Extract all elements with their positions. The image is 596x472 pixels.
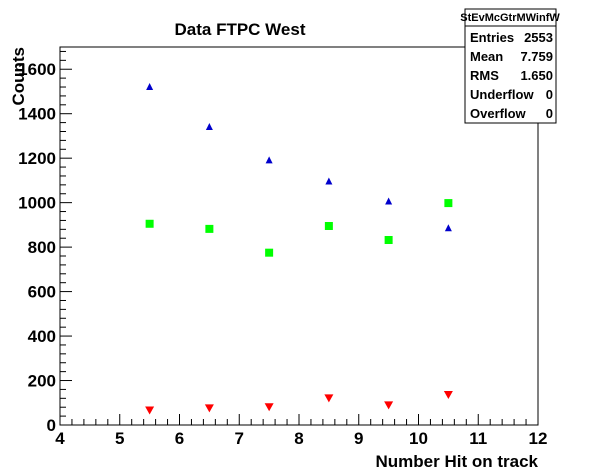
data-point-triangle-down (204, 404, 214, 413)
y-tick-label: 1400 (18, 105, 56, 124)
x-axis-title: Number Hit on track (376, 452, 539, 471)
data-point-triangle-down (324, 394, 334, 403)
y-tick-label: 1000 (18, 194, 56, 213)
x-axis: 4 5 6 7 8 9 10 11 12 (55, 414, 547, 448)
chart-title: Data FTPC West (175, 20, 306, 39)
data-point-triangle-down (145, 406, 155, 415)
data-markers (145, 83, 453, 415)
y-tick-label: 600 (28, 283, 56, 302)
data-point-triangle-up (444, 224, 452, 232)
stats-row-label: Underflow (470, 87, 534, 102)
stats-row-label: Overflow (470, 106, 527, 121)
x-tick-label: 12 (529, 429, 548, 448)
x-tick-label: 6 (175, 429, 184, 448)
data-point-square (324, 221, 333, 230)
y-tick-label: 400 (28, 327, 56, 346)
stats-row-label: RMS (470, 68, 499, 83)
stats-row-value: 7.759 (520, 49, 553, 64)
x-tick-label: 4 (55, 429, 65, 448)
stats-box-rows: Entries 2553 Mean 7.759 RMS 1.650 Underflow 0 Ov… (470, 30, 553, 121)
stats-box: StEvMcGtrMWinfW Entries 2553 Mean 7.759 RMS 1… (460, 8, 560, 124)
stats-row-value: 1.650 (520, 68, 553, 83)
data-point-triangle-up (146, 83, 154, 91)
data-point-square (384, 236, 393, 245)
data-point-square (444, 199, 453, 208)
x-tick-label: 10 (409, 429, 428, 448)
y-tick-label: 800 (28, 238, 56, 257)
x-tick-label: 8 (294, 429, 303, 448)
data-point-triangle-up (325, 177, 333, 185)
data-point-triangle-up (205, 123, 213, 131)
y-axis: 0 200 400 600 800 1000 1200 1400 1600 (18, 50, 72, 435)
y-tick-label: 200 (28, 372, 56, 391)
stats-box-name: StEvMcGtrMWinfW (460, 12, 560, 24)
stats-row-label: Entries (470, 30, 514, 45)
x-tick-label: 11 (469, 429, 487, 448)
data-point-triangle-up (265, 156, 273, 164)
data-point-triangle-down (443, 390, 453, 399)
y-axis-title: Counts (9, 47, 28, 106)
data-point-triangle-down (264, 403, 274, 412)
x-tick-label: 7 (235, 429, 244, 448)
x-tick-label: 9 (354, 429, 363, 448)
stats-box-frame (464, 8, 557, 124)
y-tick-label: 1200 (18, 149, 56, 168)
stats-row-label: Mean (470, 49, 503, 64)
y-tick-label: 1600 (18, 60, 56, 79)
x-tick-label: 5 (115, 429, 124, 448)
data-point-square (265, 248, 274, 257)
stats-row-value: 2553 (524, 30, 553, 45)
data-point-square (145, 219, 154, 228)
data-point-triangle-down (384, 401, 394, 410)
y-tick-label: 0 (47, 416, 56, 435)
stats-row-value: 0 (546, 87, 553, 102)
stats-row-value: 0 (546, 106, 553, 121)
data-point-triangle-up (385, 197, 393, 205)
data-point-square (205, 224, 214, 233)
